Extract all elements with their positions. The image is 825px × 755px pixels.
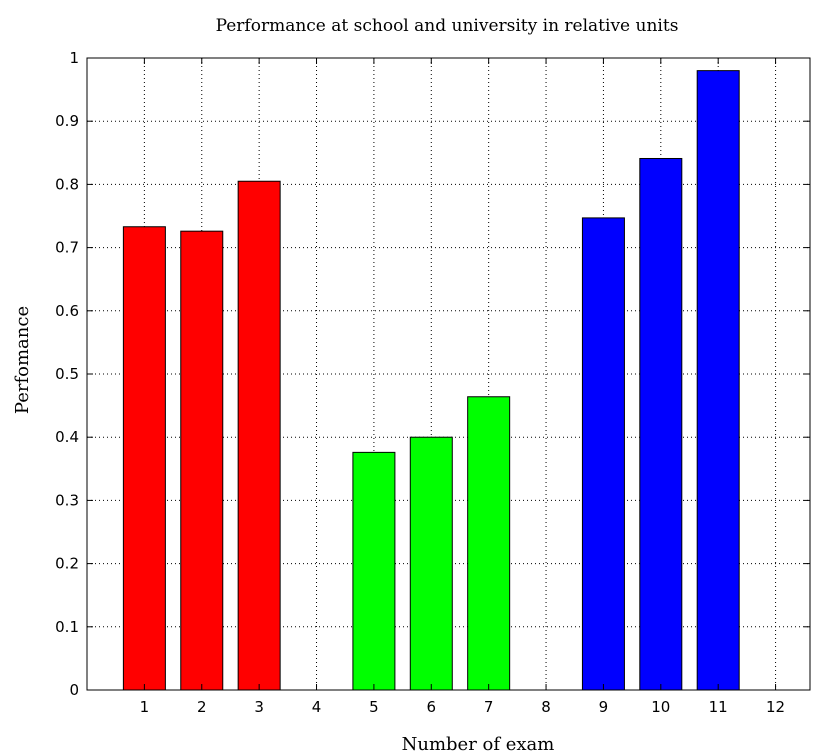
bar-exam-5 — [352, 451, 396, 691]
y-tick-label: 0 — [69, 681, 79, 699]
axis-ticks: 1 2 3 4 5 6 7 8 9 10 11 1200.10.20.30.40.50.60.70.8… — [55, 49, 810, 716]
x-axis-label: Number of exam — [402, 734, 555, 755]
y-tick-label: 0.9 — [55, 112, 79, 130]
y-tick-label: 0.2 — [55, 555, 79, 573]
y-axis-label: Perfomance — [12, 306, 33, 414]
bar-exam-1 — [122, 226, 166, 691]
bar-exam-7 — [467, 396, 511, 691]
bars — [122, 70, 740, 691]
y-tick-label: 1 — [69, 49, 79, 67]
y-tick-label: 0.4 — [55, 428, 79, 446]
x-tick-label: 2 — [197, 698, 207, 716]
bar-exam-2 — [180, 230, 224, 691]
x-tick-label: 9 — [599, 698, 609, 716]
x-tick-label: 8 — [541, 698, 551, 716]
x-tick-label: 4 — [312, 698, 322, 716]
x-tick-label: 3 — [254, 698, 264, 716]
bar-exam-11 — [696, 70, 740, 691]
y-tick-label: 0.1 — [55, 618, 79, 636]
bar-exam-3 — [237, 180, 281, 691]
y-tick-label: 0.5 — [55, 365, 79, 383]
x-tick-label: 6 — [427, 698, 437, 716]
x-tick-label: 7 — [484, 698, 494, 716]
bar-exam-9 — [581, 217, 625, 691]
y-tick-label: 0.3 — [55, 491, 79, 509]
y-tick-label: 0.6 — [55, 302, 79, 320]
bar-exam-10 — [639, 157, 683, 691]
y-tick-label: 0.7 — [55, 239, 79, 257]
y-tick-label: 0.8 — [55, 175, 79, 193]
x-tick-label: 12 — [766, 698, 785, 716]
x-tick-label: 10 — [651, 698, 670, 716]
bar-exam-6 — [409, 436, 453, 691]
x-tick-label: 5 — [369, 698, 379, 716]
x-tick-label: 11 — [709, 698, 728, 716]
x-tick-label: 1 — [140, 698, 150, 716]
chart-title: Performance at school and university in … — [216, 16, 679, 36]
